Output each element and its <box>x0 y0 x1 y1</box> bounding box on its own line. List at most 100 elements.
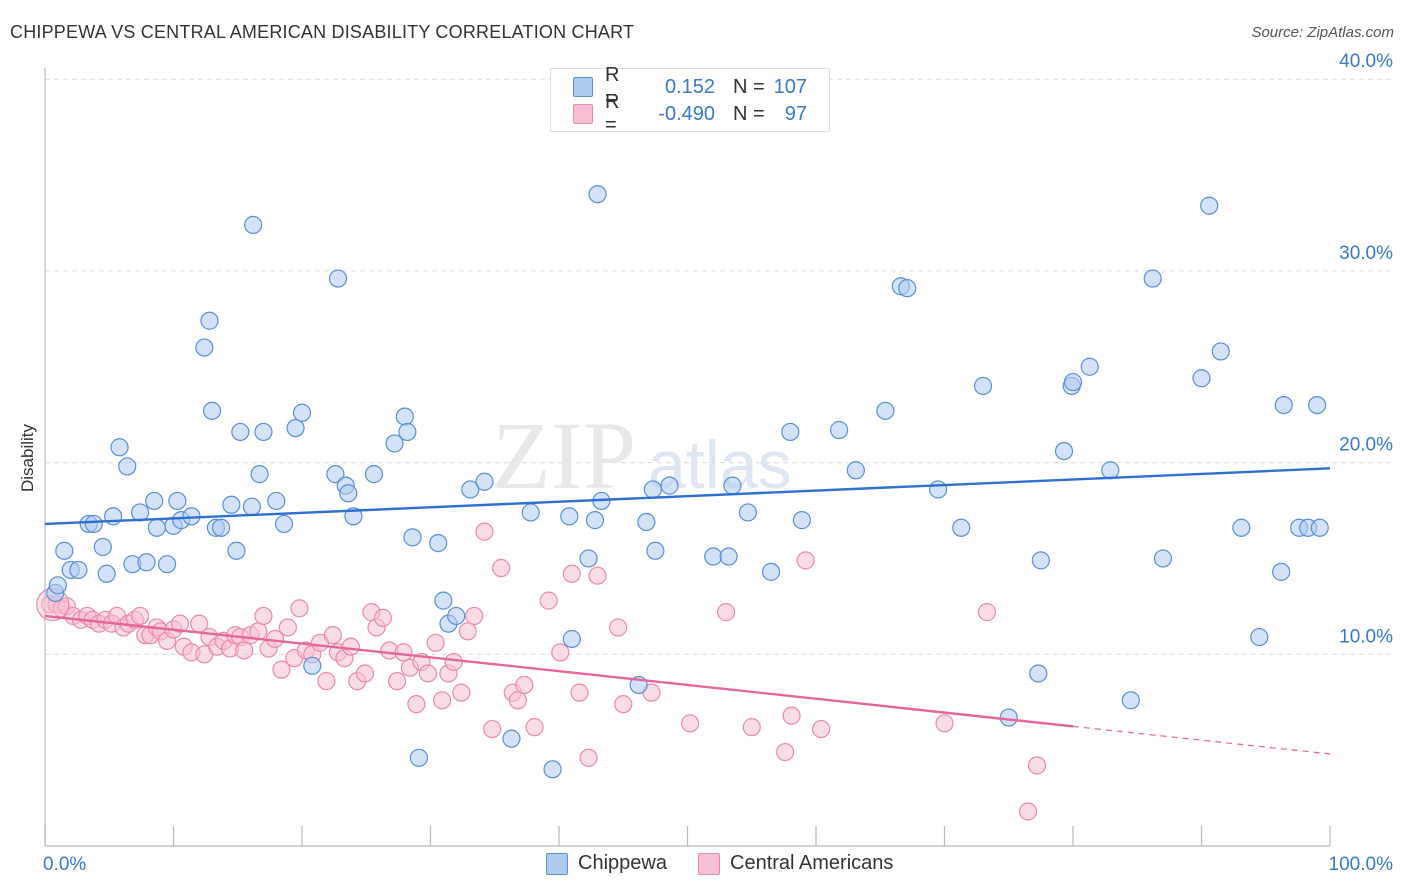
central-americans-point <box>355 664 375 683</box>
central-americans-point <box>812 719 831 739</box>
central-americans-point <box>742 718 761 737</box>
central-americans-point <box>609 618 628 637</box>
r-label: R = <box>605 91 620 136</box>
chippewa-point <box>202 401 222 420</box>
chippewa-point <box>168 491 187 511</box>
chippewa-point <box>830 420 849 440</box>
chippewa-point <box>200 311 219 330</box>
chippewa-point <box>385 434 404 453</box>
central-americans-point <box>373 608 393 627</box>
central-americans-point <box>272 660 291 679</box>
chippewa-point <box>303 656 322 675</box>
svg-text:ZIP: ZIP <box>492 402 636 509</box>
chippewa-point <box>1029 664 1048 683</box>
y-axis-label: Disability <box>18 423 37 492</box>
chippewa-point <box>48 576 67 595</box>
legend-item-central-americans[interactable]: Central Americans <box>698 852 893 875</box>
central-americans-point <box>458 622 477 641</box>
trend-lines <box>44 467 1331 755</box>
central-americans-point <box>1018 802 1038 821</box>
central-americans-point <box>539 591 558 610</box>
central-americans-point <box>387 672 407 691</box>
y-tick-label: 40.0% <box>1339 51 1393 72</box>
chippewa-point <box>761 562 781 581</box>
chippewa-point <box>1101 461 1120 480</box>
chippewa-point <box>1031 551 1050 570</box>
chippewa-point <box>723 476 742 495</box>
chippewa-point <box>461 480 480 499</box>
r-label: R = <box>605 64 620 109</box>
chippewa-point <box>1153 549 1173 568</box>
central-americans-point <box>796 551 815 570</box>
chippewa-point <box>398 422 417 442</box>
chippewa-point <box>1274 395 1293 415</box>
chippewa-point <box>1308 395 1327 415</box>
chippewa-point <box>195 338 214 357</box>
chippewa-points <box>46 185 1329 779</box>
chippewa-point <box>147 518 166 537</box>
chippewa-point <box>244 215 263 234</box>
chippewa-point <box>409 748 429 767</box>
central-americans-point <box>579 748 598 767</box>
chippewa-point <box>69 560 88 580</box>
central-americans-point <box>452 683 471 702</box>
chart-title: CHIPPEWA VS CENTRAL AMERICAN DISABILITY … <box>10 22 635 42</box>
chippewa-point <box>1211 342 1230 361</box>
chippewa-swatch-icon <box>546 852 568 875</box>
central-americans-point <box>407 695 426 714</box>
chippewa-point <box>1063 372 1083 392</box>
chippewa-point <box>267 491 286 511</box>
chippewa-point <box>250 465 269 484</box>
chippewa-trend-line <box>44 467 1331 526</box>
axes <box>44 68 1331 847</box>
central-americans-point <box>977 603 997 622</box>
central-americans-points <box>36 522 1047 821</box>
central-americans-point <box>418 664 438 683</box>
chippewa-point <box>429 534 448 553</box>
chippewa-point <box>326 465 345 484</box>
chippewa-point <box>781 422 800 442</box>
legend-label-central-americans: Central Americans <box>730 852 894 874</box>
central-americans-point <box>290 599 309 618</box>
chippewa-point <box>1272 562 1291 581</box>
central-americans-point <box>317 672 336 691</box>
central-americans-point <box>465 606 484 626</box>
central-americans-point <box>680 714 700 733</box>
central-americans-point <box>551 643 570 662</box>
y-tick-label: 20.0% <box>1339 435 1393 456</box>
chippewa-point <box>242 497 261 516</box>
chippewa-point <box>1143 269 1162 288</box>
central-americans-point <box>475 522 494 541</box>
chippewa-point <box>292 403 312 422</box>
legend-item-chippewa[interactable]: Chippewa <box>546 852 667 875</box>
chippewa-point <box>973 376 993 396</box>
central-americans-point <box>492 558 511 578</box>
central-americans-point <box>515 675 534 695</box>
chippewa-point <box>1200 196 1219 215</box>
central-americans-point <box>444 652 463 672</box>
chippewa-point <box>1054 441 1074 461</box>
central-americans-trend-line <box>44 614 1074 728</box>
legend-row-central-americans: R = -0.490 N = 97 <box>573 91 807 136</box>
chippewa-point <box>660 476 679 495</box>
y-tick-label: 10.0% <box>1339 626 1393 647</box>
legend-row-chippewa: R = 0.152 N = 107 <box>573 64 807 109</box>
chippewa-point <box>231 422 250 442</box>
central-americans-point <box>525 718 544 737</box>
chippewa-point <box>846 461 865 480</box>
central-americans-point <box>323 626 342 645</box>
n-label: N = <box>733 75 765 98</box>
chippewa-point <box>97 564 116 583</box>
chippewa-point <box>274 514 294 534</box>
chippewa-point <box>704 547 723 566</box>
chippewa-point <box>1232 518 1251 537</box>
chippewa-point <box>738 503 757 522</box>
chippewa-point <box>157 555 177 574</box>
chippewa-point <box>1310 518 1329 537</box>
central-americans-point <box>235 641 254 660</box>
n-value-chippewa: 107 <box>773 75 807 98</box>
chippewa-point <box>364 465 384 484</box>
chippewa-point <box>719 547 738 566</box>
chippewa-point <box>1250 627 1269 647</box>
chippewa-point <box>876 401 895 420</box>
